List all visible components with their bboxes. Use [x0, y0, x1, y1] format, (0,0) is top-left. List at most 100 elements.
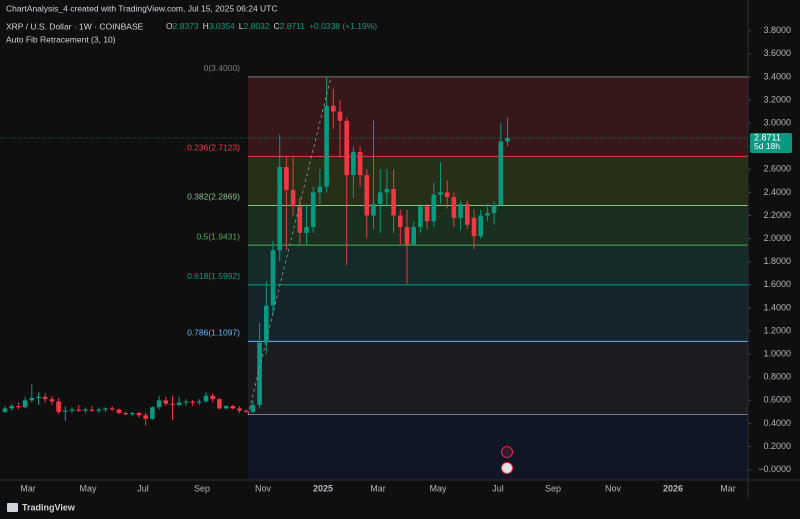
candle-body [465, 203, 470, 225]
candle-body [377, 192, 383, 204]
x-tick-label: 2026 [663, 483, 683, 493]
candle-body [237, 408, 242, 411]
candle-body [304, 227, 309, 233]
candle-body [56, 401, 61, 412]
candle-body [411, 227, 416, 245]
candle-body [150, 407, 155, 419]
candle-body [337, 111, 343, 121]
y-tick-label: 3.0000 [763, 117, 791, 127]
candle-body [36, 396, 41, 398]
x-tick-label: Nov [605, 483, 622, 493]
quote-value: 2.8373 [173, 21, 199, 31]
axes: 3.80003.60003.40003.20003.00002.80002.60… [20, 25, 792, 493]
x-tick-label: Jul [137, 483, 149, 493]
credit: ChartAnalysis_4 created with TradingView… [6, 3, 278, 13]
candle-body [109, 408, 115, 410]
candle-body [398, 215, 403, 228]
candle-body [284, 166, 289, 191]
candle-body [478, 215, 483, 237]
y-tick-label: 1.8000 [763, 256, 791, 266]
indicator: Auto Fib Retracement (3, 10) [6, 34, 116, 44]
y-tick-label: 0.2000 [763, 441, 791, 451]
last-price-box [750, 132, 792, 153]
y-tick-label: 1.2000 [763, 325, 791, 335]
y-tick-label: 1.6000 [763, 279, 791, 289]
candle-body [96, 409, 102, 411]
candle-body [223, 406, 229, 409]
candle-body [451, 197, 457, 218]
candle-body [123, 413, 128, 415]
candle-body [16, 406, 21, 408]
x-tick-label: 2025 [313, 483, 333, 493]
candle-body [364, 175, 370, 216]
candle-body [485, 213, 490, 216]
quote-change: +0.0338 (+1.19%) [309, 21, 377, 31]
candle-body [176, 402, 182, 405]
candle-body [290, 190, 296, 207]
candle-body [63, 410, 68, 412]
y-tick-label: 2.4000 [763, 187, 791, 197]
countdown: 5d 18h [754, 141, 780, 151]
fib-zone [248, 341, 748, 415]
candle-body [264, 305, 269, 343]
brand: TradingView [7, 502, 76, 512]
fib-zone [248, 76, 748, 157]
candle-body [76, 409, 81, 411]
x-tick-label: Mar [20, 483, 36, 493]
candle-body [136, 413, 142, 416]
quote-value: 2.8711 [280, 21, 306, 31]
quote-label: O [166, 21, 173, 31]
candle-body [317, 186, 323, 193]
candle-body [491, 205, 497, 214]
quote-value: 3.0354 [209, 21, 235, 31]
candle-body [170, 403, 175, 405]
x-tick-label: May [79, 483, 97, 493]
candle-body [183, 401, 189, 403]
fib-label: 0.618(1.5992) [187, 271, 240, 281]
y-tick-label: 3.8000 [763, 25, 791, 35]
candle-body [243, 410, 249, 412]
x-tick-label: Sep [545, 483, 561, 493]
candle-body [69, 409, 75, 411]
fib-trend-line [247, 76, 332, 416]
candle-body [418, 206, 423, 228]
candle-body [217, 399, 222, 409]
fib-label: 0.5(1.9431) [197, 231, 241, 241]
brand-name: TradingView [22, 502, 76, 512]
candle-body [331, 105, 336, 112]
fib-zone [248, 414, 748, 480]
fib-label: 0.786(1.1097) [187, 328, 240, 338]
candle-body [42, 396, 48, 400]
candle-body [49, 399, 55, 402]
candle-body [277, 166, 282, 251]
event-icon [501, 462, 513, 474]
candle-body [130, 413, 135, 415]
fib-zone [248, 284, 748, 342]
x-tick-label: Mar [370, 483, 386, 493]
candle-body [444, 192, 450, 198]
y-tick-label: 3.2000 [763, 94, 791, 104]
candle-body [116, 409, 122, 414]
candle-body [156, 400, 162, 408]
candle-body [438, 192, 443, 195]
y-tick-label: 0.8000 [763, 372, 791, 382]
event-icon [501, 446, 513, 458]
candle-body [371, 203, 376, 216]
candle-body [250, 404, 256, 412]
candle-body [2, 408, 8, 412]
candle-body [89, 409, 95, 411]
fib-zone [248, 205, 748, 246]
brand-logo [7, 503, 18, 512]
y-tick-label: 3.6000 [763, 48, 791, 58]
candle-body [190, 401, 195, 403]
candle-body [83, 409, 88, 411]
candle-body [458, 203, 463, 218]
y-tick-label: 1.4000 [763, 302, 791, 312]
candle-body [203, 395, 209, 402]
quote-label: L [239, 21, 244, 31]
x-tick-label: Jul [492, 483, 504, 493]
y-tick-label: 2.2000 [763, 210, 791, 220]
candle-body [424, 206, 430, 222]
y-tick-label: 2.6000 [763, 164, 791, 174]
